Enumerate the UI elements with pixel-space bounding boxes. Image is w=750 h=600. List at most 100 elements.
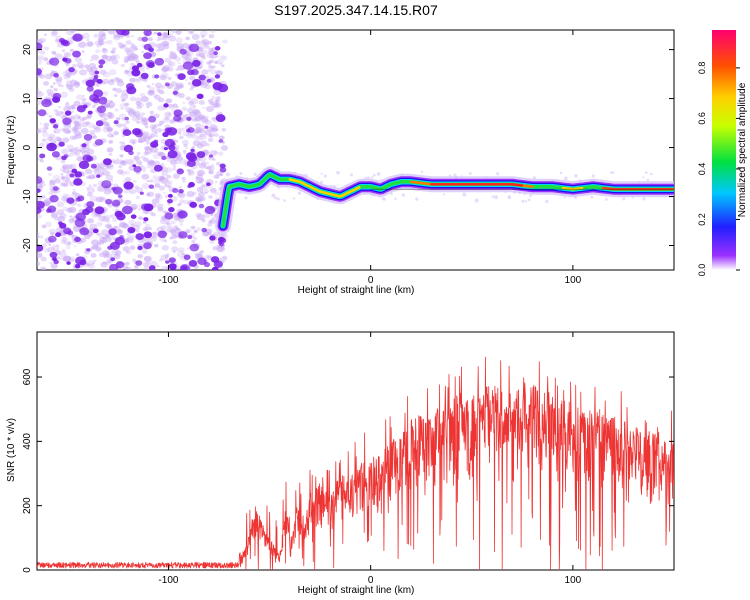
noise-blob: [172, 250, 176, 253]
snr-ytick-label: 0: [22, 567, 33, 573]
noise-blob: [143, 122, 149, 126]
noise-blob: [206, 52, 215, 59]
noise-peak: [64, 110, 72, 116]
noise-blob: [64, 174, 71, 180]
noise-peak: [83, 133, 93, 141]
noise-blob: [78, 41, 87, 48]
noise-blob: [48, 172, 53, 176]
noise-blob: [127, 110, 137, 117]
noise-blob: [178, 202, 182, 206]
noise-blob: [161, 170, 169, 176]
noise-blob: [200, 250, 204, 253]
noise-blob: [146, 261, 151, 265]
noise-peak: [52, 96, 61, 103]
noise-blob: [92, 135, 98, 139]
noise-blob: [72, 126, 80, 132]
noise-blob: [215, 161, 221, 166]
track-halo-dot: [383, 198, 386, 201]
noise-blob: [143, 157, 149, 162]
noise-peak: [74, 218, 86, 228]
track-halo-dot: [390, 192, 393, 196]
noise-blob: [50, 232, 55, 236]
noise-blob: [37, 88, 40, 91]
noise-blob: [89, 223, 98, 230]
noise-blob: [209, 69, 217, 75]
noise-peak: [167, 193, 173, 198]
noise-blob: [68, 206, 77, 213]
noise-blob: [158, 45, 165, 51]
noise-peak: [37, 188, 41, 193]
noise-blob: [154, 123, 159, 128]
noise-peak: [49, 118, 56, 124]
noise-peak: [113, 120, 119, 125]
noise-blob: [187, 168, 194, 174]
noise-blob: [182, 114, 187, 118]
noise-blob: [73, 245, 77, 248]
noise-blob: [43, 123, 50, 128]
noise-blob: [107, 128, 113, 133]
noise-peak: [204, 205, 216, 215]
noise-blob: [66, 164, 73, 170]
noise-blob: [168, 61, 176, 67]
noise-peak: [37, 109, 47, 117]
noise-blob: [102, 71, 111, 78]
noise-blob: [199, 196, 207, 202]
noise-blob: [122, 135, 125, 138]
noise-blob: [134, 221, 142, 227]
track-halo-dot: [642, 176, 645, 179]
noise-blob: [111, 50, 115, 54]
noise-blob: [62, 137, 70, 143]
noise-blob: [153, 160, 161, 166]
noise-blob: [181, 106, 188, 112]
noise-blob: [185, 147, 189, 150]
noise-blob: [164, 57, 172, 63]
noise-blob: [192, 236, 198, 241]
noise-blob: [66, 129, 72, 134]
noise-blob: [47, 246, 55, 253]
colorbar: 0.0 0.2 0.4 0.6 0.8 Normalized spectral ampl…: [697, 30, 748, 276]
noise-blob: [141, 183, 150, 190]
noise-blob: [145, 101, 153, 107]
noise-blob: [60, 159, 66, 164]
noise-blob: [157, 105, 165, 111]
noise-blob: [192, 191, 197, 195]
noise-blob: [142, 220, 147, 224]
noise-blob: [153, 243, 159, 248]
noise-blob: [201, 117, 209, 124]
noise-blob: [133, 156, 140, 162]
noise-blob: [69, 30, 77, 33]
noise-blob: [203, 188, 209, 194]
noise-blob: [116, 123, 123, 128]
noise-blob: [44, 73, 53, 80]
noise-blob: [43, 122, 50, 127]
noise-peak: [134, 130, 143, 138]
noise-peak: [74, 264, 81, 269]
noise-blob: [174, 73, 179, 77]
noise-peak: [108, 228, 117, 236]
noise-blob: [199, 133, 205, 138]
spectrogram-xtick-label: -100: [158, 275, 178, 286]
track-halo-dot: [491, 195, 495, 198]
noise-blob: [204, 191, 208, 194]
noise-blob: [60, 239, 67, 244]
noise-blob: [143, 151, 150, 156]
noise-blob: [68, 148, 74, 153]
noise-peak: [96, 105, 107, 114]
noise-blob: [209, 218, 217, 224]
noise-blob: [84, 64, 90, 69]
track-halo-dot: [376, 172, 381, 176]
spectrogram-xlabel: Height of straight line (km): [298, 285, 415, 296]
noise-blob: [135, 195, 141, 200]
noise-peak: [115, 261, 125, 269]
noise-blob: [86, 67, 93, 73]
track-halo-dot: [610, 171, 613, 174]
noise-peak: [92, 77, 99, 83]
noise-blob: [40, 256, 47, 262]
noise-blob: [207, 40, 213, 45]
noise-blob: [46, 136, 54, 142]
noise-blob: [37, 38, 40, 43]
noise-blob: [221, 247, 225, 251]
noise-peak: [163, 103, 169, 108]
noise-blob: [156, 89, 161, 93]
noise-blob: [74, 57, 83, 63]
